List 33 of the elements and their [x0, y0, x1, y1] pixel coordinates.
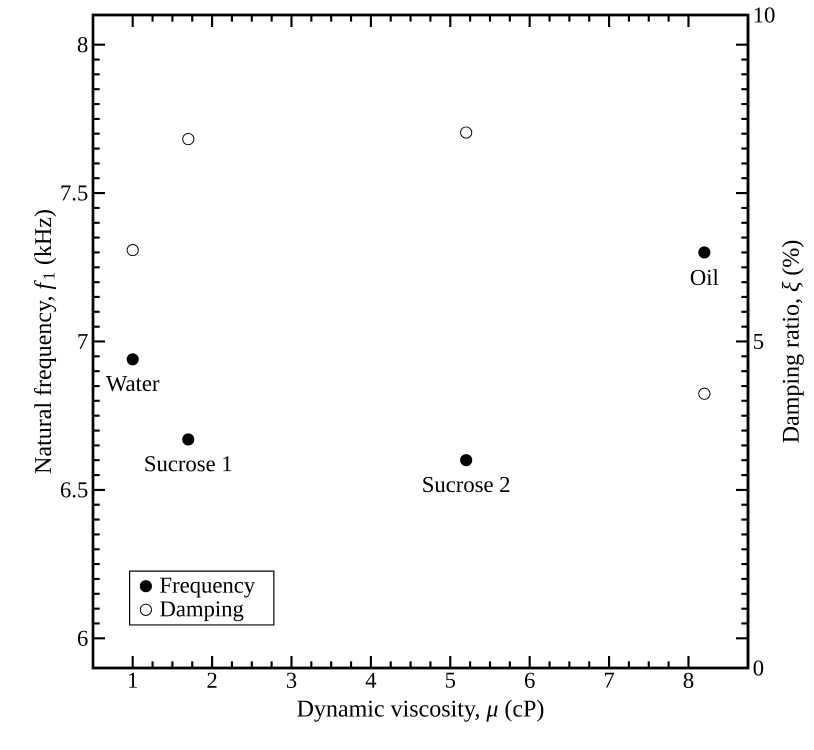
- x-tick-label: 3: [286, 672, 296, 688]
- y-tick-label: 6.5: [60, 482, 88, 498]
- point: [460, 454, 472, 466]
- point: [698, 246, 710, 259]
- point: [182, 433, 194, 446]
- y2-axis-title: Damping ratio, ξ (%): [782, 240, 804, 443]
- point: [698, 388, 710, 400]
- point: [126, 244, 139, 256]
- legend-label: Damping: [160, 601, 244, 622]
- annotation: Water: [106, 376, 160, 392]
- x-tick-label: 2: [207, 672, 217, 688]
- annotation: Sucrose 2: [423, 476, 510, 492]
- y-tick-label: 6: [78, 630, 88, 646]
- annotation: Sucrose 1: [145, 456, 232, 472]
- point: [460, 126, 472, 139]
- x-axis-title: Dynamic viscosity, μ (cP): [297, 700, 544, 722]
- point: [182, 132, 194, 146]
- x-tick-label: 5: [446, 672, 456, 688]
- x-tick-label: 1: [129, 672, 138, 688]
- x-tick-label: 8: [684, 672, 694, 688]
- y-tick-label: 7.5: [61, 186, 88, 201]
- y-tick-label: 7: [78, 334, 88, 349]
- legend-label: Frequency: [160, 578, 256, 598]
- x-tick-label: 4: [366, 672, 376, 688]
- annotation: Oil: [690, 269, 718, 286]
- y2-tick-label: 0: [754, 660, 764, 676]
- y2-tick-label: 5: [754, 334, 764, 350]
- x-tick-label: 7: [604, 672, 614, 688]
- y-tick-label: 8: [78, 37, 88, 52]
- point: [126, 353, 139, 366]
- x-tick-label: 6: [524, 672, 535, 688]
- y2-tick-label: 10: [754, 7, 775, 23]
- y-axis-title: Natural frequency, f$_{1}$ (kHz): [34, 210, 56, 474]
